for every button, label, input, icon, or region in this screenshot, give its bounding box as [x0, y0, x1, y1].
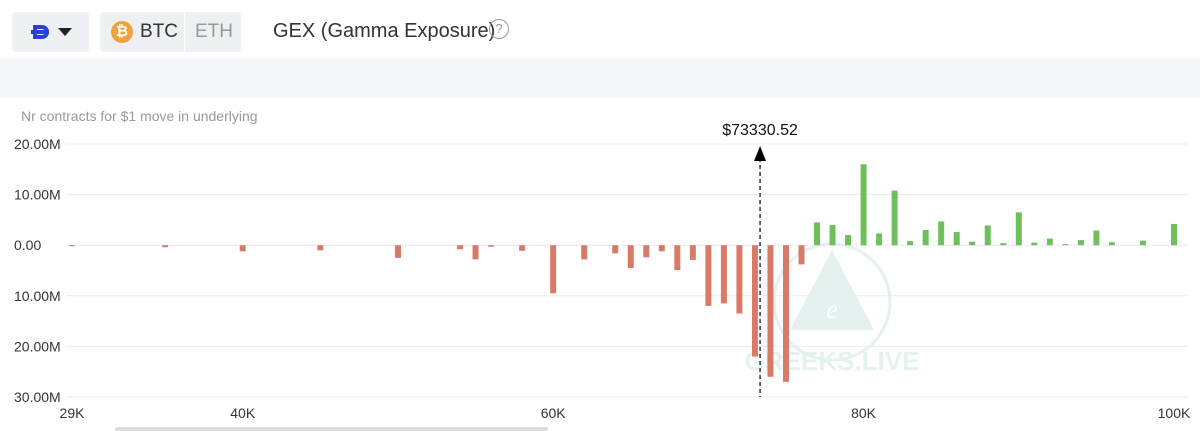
- gex-bar[interactable]: [907, 241, 914, 246]
- gex-bar[interactable]: [519, 245, 526, 251]
- gex-bar[interactable]: [720, 245, 727, 304]
- x-tick-label: 40K: [230, 405, 256, 421]
- gex-bar[interactable]: [239, 245, 246, 252]
- x-tick-label: 29K: [60, 405, 86, 421]
- y-tick-label: 10.00M: [14, 288, 61, 304]
- gex-bar[interactable]: [969, 241, 976, 246]
- coin-switch: ₿ BTC ETH: [100, 12, 241, 52]
- coin-tab-eth[interactable]: ETH: [184, 12, 242, 52]
- gex-bar[interactable]: [705, 245, 712, 306]
- gex-bar[interactable]: [1000, 243, 1007, 246]
- gex-bar[interactable]: [581, 245, 588, 260]
- gex-bar[interactable]: [162, 245, 169, 248]
- gex-bar[interactable]: [643, 245, 650, 258]
- x-tick-label: 100K: [1158, 405, 1191, 421]
- gex-bar[interactable]: [674, 245, 681, 270]
- gex-bar[interactable]: [1108, 242, 1115, 246]
- y-tick-label: 20.00M: [14, 338, 61, 354]
- coin-tab-btc-label: BTC: [140, 21, 178, 42]
- svg-text:e: e: [826, 295, 838, 324]
- y-tick-label: 30.00M: [14, 389, 61, 405]
- svg-text:GREEKS.LIVE: GREEKS.LIVE: [745, 346, 920, 376]
- gex-bar[interactable]: [488, 245, 495, 247]
- gex-bar[interactable]: [394, 245, 401, 258]
- deribit-logo-icon: [31, 25, 49, 39]
- gex-bar[interactable]: [1031, 242, 1038, 246]
- gex-bar[interactable]: [658, 245, 665, 252]
- chevron-down-icon: [58, 28, 72, 36]
- gex-bar[interactable]: [69, 245, 75, 247]
- x-tick-label: 60K: [541, 405, 567, 421]
- gex-bar[interactable]: [550, 245, 557, 294]
- page-title: GEX (Gamma Exposure): [273, 20, 496, 42]
- gex-bar[interactable]: [1093, 230, 1100, 246]
- gex-bar[interactable]: [612, 245, 619, 254]
- gex-chart: e GREEKS.LIVE 20.00M 10.00M 0.00 10.00M 20.0…: [14, 122, 1191, 421]
- y-tick-label: 20.00M: [14, 136, 61, 152]
- filter-band: [0, 58, 1200, 98]
- gex-bar[interactable]: [1171, 223, 1177, 246]
- gex-bar[interactable]: [953, 232, 960, 246]
- y-tick-label: 0.00: [14, 237, 41, 253]
- gex-bar[interactable]: [751, 245, 758, 357]
- toolbar: ₿ BTC ETH GEX (Gamma Exposure) ?: [0, 0, 1200, 58]
- gex-bar[interactable]: [860, 164, 867, 246]
- x-tick-label: 80K: [851, 405, 877, 421]
- gex-bar[interactable]: [814, 222, 821, 246]
- gex-bar[interactable]: [1062, 244, 1069, 246]
- gex-bar[interactable]: [736, 245, 743, 314]
- gex-bar[interactable]: [767, 245, 774, 377]
- btc-icon: ₿: [111, 21, 133, 43]
- gex-bar[interactable]: [782, 245, 789, 382]
- gex-bar[interactable]: [984, 225, 991, 246]
- exchange-select[interactable]: [12, 12, 89, 52]
- coin-tab-eth-label: ETH: [195, 21, 233, 42]
- gex-bar[interactable]: [457, 245, 464, 250]
- gex-bar[interactable]: [472, 245, 479, 260]
- gex-bar[interactable]: [317, 245, 324, 251]
- coin-tab-btc[interactable]: ₿ BTC: [100, 12, 184, 52]
- gex-bar[interactable]: [829, 224, 836, 246]
- gex-bar[interactable]: [1077, 240, 1084, 246]
- horizontal-scrollbar[interactable]: [115, 427, 548, 431]
- question-circle-icon[interactable]: ?: [489, 19, 509, 39]
- arrow-up-icon: [754, 146, 767, 161]
- gex-bar[interactable]: [627, 245, 634, 268]
- gex-bar[interactable]: [922, 230, 929, 246]
- gex-bar[interactable]: [938, 221, 945, 246]
- gex-bar[interactable]: [1139, 240, 1146, 246]
- gex-bar[interactable]: [876, 233, 883, 246]
- gex-bar[interactable]: [1015, 212, 1022, 246]
- gex-bar[interactable]: [845, 235, 852, 246]
- y-tick-label: 10.00M: [14, 187, 61, 203]
- chart-subtitle: Nr contracts for $1 move in underlying: [21, 108, 258, 124]
- watermark: e GREEKS.LIVE: [745, 242, 920, 376]
- gex-bar[interactable]: [689, 245, 696, 260]
- gex-bar[interactable]: [1046, 238, 1053, 246]
- spot-price-label: $73330.52: [722, 122, 798, 139]
- gex-bar[interactable]: [798, 245, 805, 265]
- gex-bar[interactable]: [891, 190, 898, 246]
